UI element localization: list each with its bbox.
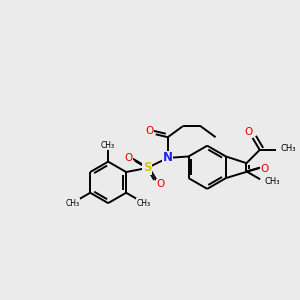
Text: N: N <box>163 152 173 164</box>
Text: CH₃: CH₃ <box>265 177 280 186</box>
Text: CH₃: CH₃ <box>101 141 115 150</box>
Text: CH₃: CH₃ <box>66 199 80 208</box>
Text: O: O <box>145 126 154 136</box>
Text: O: O <box>244 127 253 137</box>
Text: O: O <box>124 153 133 163</box>
Text: S: S <box>143 161 151 175</box>
Text: O: O <box>260 164 268 174</box>
Text: O: O <box>157 179 165 189</box>
Text: CH₃: CH₃ <box>136 199 151 208</box>
Text: CH₃: CH₃ <box>280 144 296 153</box>
